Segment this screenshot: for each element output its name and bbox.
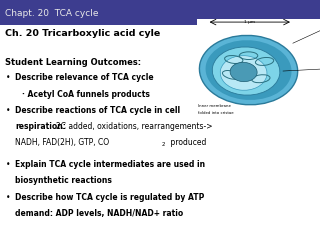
Ellipse shape: [205, 40, 292, 100]
Text: Student Learning Outcomes:: Student Learning Outcomes:: [5, 58, 141, 66]
Text: 1 μm: 1 μm: [244, 20, 255, 24]
FancyBboxPatch shape: [0, 0, 320, 25]
Text: Ch. 20 Tricarboxylic acid cyle: Ch. 20 Tricarboxylic acid cyle: [5, 29, 160, 38]
Text: demand: ADP levels, NADH/NAD+ ratio: demand: ADP levels, NADH/NAD+ ratio: [15, 209, 184, 218]
Ellipse shape: [212, 47, 280, 95]
Ellipse shape: [230, 62, 257, 82]
Text: · Acetyl CoA funnels products: · Acetyl CoA funnels products: [22, 90, 150, 99]
Text: Chapt. 20  TCA cycle: Chapt. 20 TCA cycle: [5, 9, 98, 18]
Text: produced: produced: [168, 138, 206, 147]
Text: 2: 2: [162, 142, 165, 147]
Text: folded into cristae: folded into cristae: [198, 111, 234, 115]
Text: biosynthetic reactions: biosynthetic reactions: [15, 176, 112, 186]
FancyBboxPatch shape: [197, 19, 320, 115]
Text: Inner membrane: Inner membrane: [198, 104, 231, 108]
Text: Describe how TCA cycle is regulated by ATP: Describe how TCA cycle is regulated by A…: [15, 193, 205, 202]
Text: respiration:: respiration:: [15, 122, 66, 131]
Ellipse shape: [199, 35, 298, 105]
Text: •: •: [6, 193, 10, 202]
Text: 2C added, oxidations, rearrangements->: 2C added, oxidations, rearrangements->: [56, 122, 212, 131]
Text: Describe reactions of TCA cycle in cell: Describe reactions of TCA cycle in cell: [15, 106, 180, 115]
Text: Explain TCA cycle intermediates are used in: Explain TCA cycle intermediates are used…: [15, 160, 205, 169]
Text: •: •: [6, 106, 10, 115]
Text: NADH, FAD(2H), GTP, CO: NADH, FAD(2H), GTP, CO: [15, 138, 109, 147]
Ellipse shape: [220, 56, 267, 90]
Text: •: •: [6, 73, 10, 82]
Text: Describe relevance of TCA cycle: Describe relevance of TCA cycle: [15, 73, 154, 82]
Text: •: •: [6, 160, 10, 169]
